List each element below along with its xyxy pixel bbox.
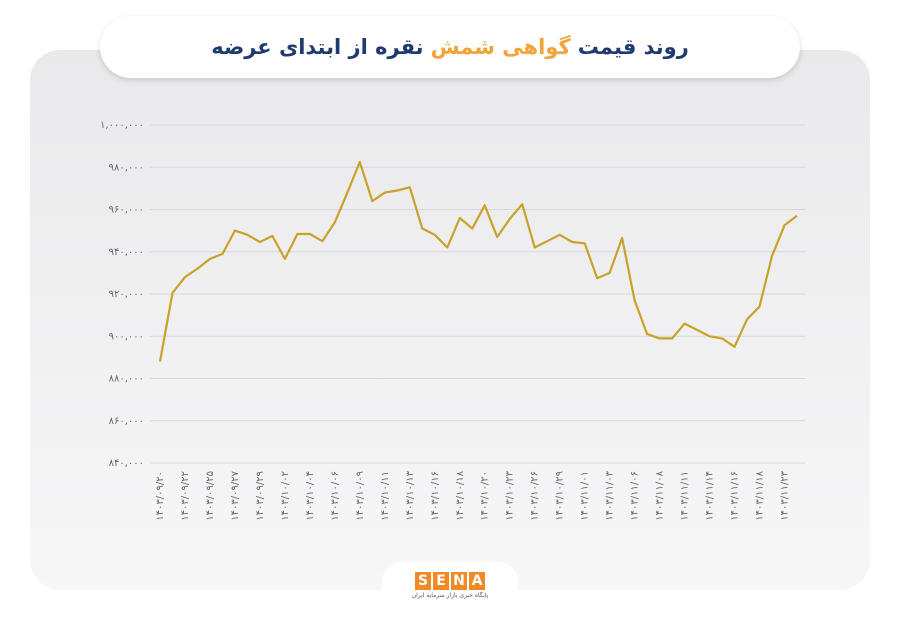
- logo: S E N A پایگاه خبری بازار سرمایه ایران: [398, 572, 502, 599]
- panel: [30, 50, 870, 590]
- price-line: [158, 160, 798, 362]
- x-tick-label: ۱۴۰۳/۱۱/۱۱: [680, 471, 691, 521]
- logo-letter: E: [433, 572, 449, 590]
- logo-tagline: پایگاه خبری بازار سرمایه ایران: [411, 592, 489, 599]
- x-tick-label: ۱۴۰۳/۱۰/۱۶: [430, 471, 441, 521]
- x-tick-label: ۱۴۰۳/۱۰/۱۳: [405, 470, 416, 520]
- x-tick-label: ۱۴۰۳/۱۰/۱۸: [455, 470, 466, 520]
- y-tick-label: ۹۲۰,۰۰۰: [109, 289, 144, 300]
- x-tick-label: ۱۴۰۳/۰۹/۲۷: [230, 470, 241, 520]
- x-tick-label: ۱۴۰۳/۱۰/۰۶: [330, 471, 341, 521]
- x-tick-label: ۱۴۰۳/۱۰/۲۰: [480, 471, 491, 521]
- y-tick-label: ۹۸۰,۰۰۰: [109, 162, 144, 173]
- x-tick-label: ۱۴۰۳/۰۹/۲۲: [180, 471, 191, 521]
- y-tick-label: ۱,۰۰۰,۰۰۰: [100, 120, 144, 131]
- y-tick-label: ۹۴۰,۰۰۰: [109, 247, 144, 258]
- x-tick-label: ۱۴۰۳/۱۰/۲۳: [505, 470, 516, 520]
- x-tick-label: ۱۴۰۳/۱۰/۱۱: [380, 471, 391, 521]
- x-tick-label: ۱۴۰۳/۱۱/۱۴: [705, 471, 716, 521]
- x-tick-label: ۱۴۰۳/۰۹/۲۰: [155, 471, 166, 521]
- x-tick-label: ۱۴۰۳/۱۱/۰۶: [630, 471, 641, 521]
- y-tick-label: ۸۸۰,۰۰۰: [109, 374, 144, 385]
- title: روند قیمت گواهی شمش نقره از ابتدای عرضه: [100, 16, 800, 78]
- y-tick-label: ۸۴۰,۰۰۰: [109, 458, 144, 469]
- y-tick-label: ۸۶۰,۰۰۰: [109, 416, 144, 427]
- x-tick-label: ۱۴۰۳/۱۰/۰۴: [305, 471, 316, 521]
- x-tick-label: ۱۴۰۳/۱۰/۲۶: [530, 471, 541, 521]
- title-part: روند قیمت: [577, 35, 689, 59]
- title-highlight: گواهی شمش: [430, 35, 571, 59]
- logo-letter: N: [451, 572, 467, 590]
- logo-letter: A: [469, 572, 485, 590]
- x-tick-label: ۱۴۰۳/۱۱/۱۸: [755, 470, 766, 520]
- logo-letters: S E N A: [398, 572, 502, 590]
- x-tick-label: ۱۴۰۳/۰۹/۲۹: [255, 471, 266, 521]
- x-tick-label: ۱۴۰۳/۱۱/۱۶: [730, 471, 741, 521]
- logo-letter: S: [415, 572, 431, 590]
- x-tick-label: ۱۴۰۳/۰۹/۲۵: [205, 471, 216, 521]
- title-part: نقره از ابتدای عرضه: [211, 35, 424, 59]
- x-tick-label: ۱۴۰۳/۱۰/۲۹: [555, 471, 566, 521]
- x-tick-label: ۱۴۰۳/۱۰/۰۹: [355, 471, 366, 521]
- y-tick-label: ۹۶۰,۰۰۰: [109, 205, 144, 216]
- x-tick-label: ۱۴۰۳/۱۱/۲۳: [780, 470, 791, 520]
- x-tick-label: ۱۴۰۳/۱۰/۰۲: [280, 471, 291, 521]
- y-tick-label: ۹۰۰,۰۰۰: [109, 331, 144, 342]
- x-tick-label: ۱۴۰۳/۱۱/۰۱: [580, 471, 591, 521]
- x-tick-label: ۱۴۰۳/۱۱/۰۸: [655, 470, 666, 520]
- x-tick-label: ۱۴۰۳/۱۱/۰۳: [605, 470, 616, 520]
